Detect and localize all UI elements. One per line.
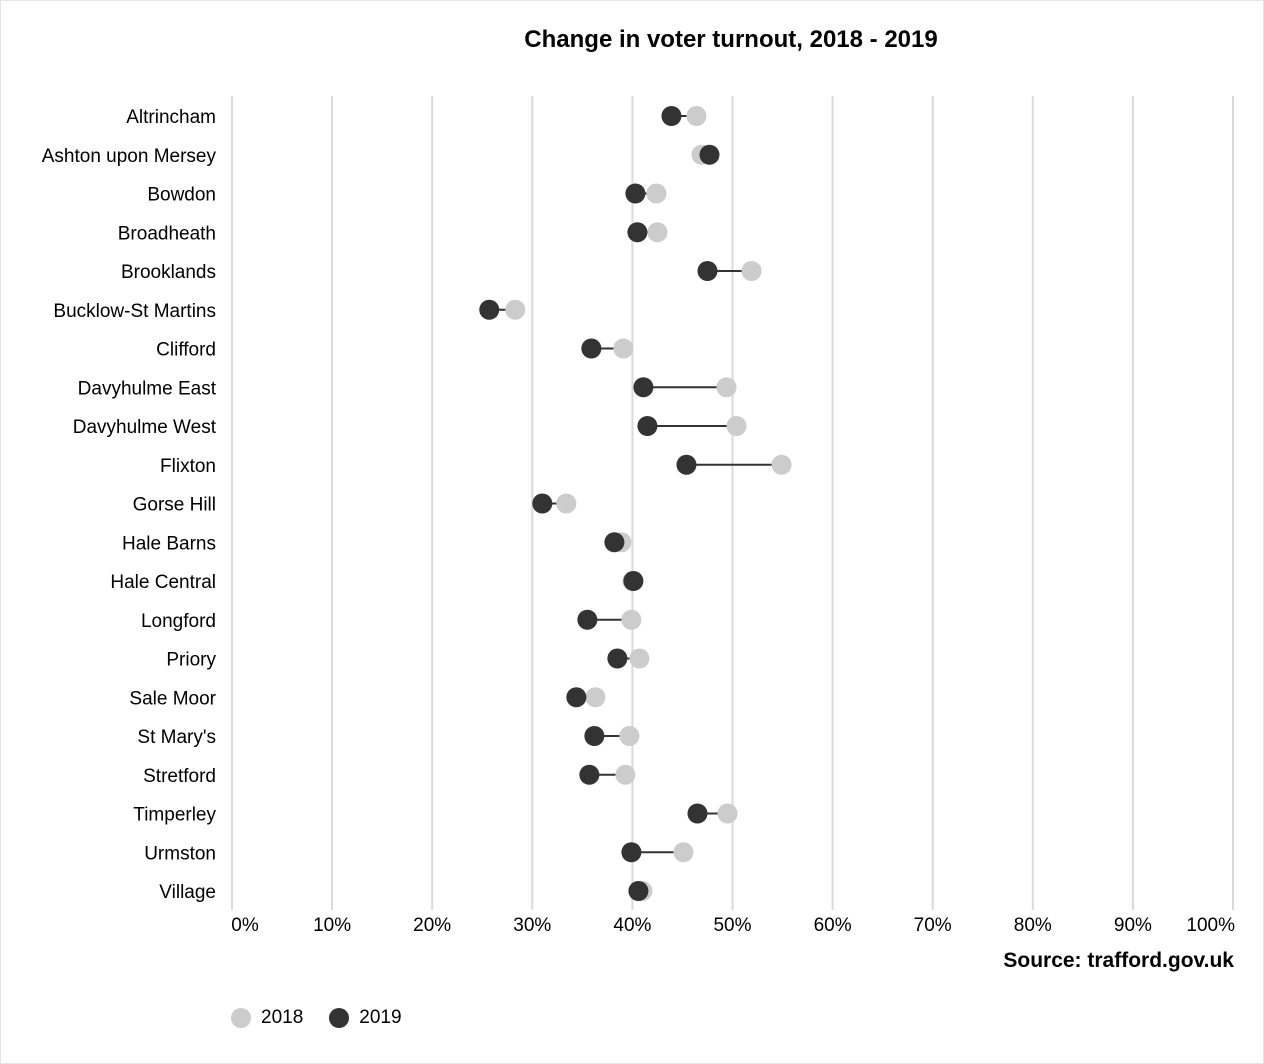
point-2018	[686, 106, 707, 126]
point-2019	[623, 571, 644, 591]
point-2018	[717, 803, 738, 824]
point-2019	[661, 106, 682, 126]
point-2018	[621, 609, 642, 630]
point-2019	[699, 144, 720, 165]
ward-label: Hale Central	[110, 572, 216, 593]
point-2018	[726, 416, 747, 436]
ward-label: Altrincham	[126, 107, 216, 128]
x-tick-label: 40%	[613, 915, 651, 936]
point-2019	[625, 183, 646, 204]
x-tick-label: 90%	[1114, 915, 1152, 936]
point-2019	[604, 532, 625, 553]
ward-label: Flixton	[160, 456, 216, 477]
point-2018	[646, 183, 667, 204]
ward-label: Gorse Hill	[133, 495, 216, 516]
point-2018	[647, 222, 668, 243]
x-tick-label: 30%	[513, 915, 551, 936]
ward-label: Village	[159, 882, 216, 903]
ward-label: Stretford	[143, 766, 216, 787]
x-tick-label: 0%	[231, 915, 259, 936]
point-2019	[532, 493, 553, 514]
ward-label: Urmston	[144, 843, 216, 864]
ward-label: Brooklands	[121, 262, 216, 283]
point-2019	[479, 299, 500, 320]
point-2018	[716, 377, 737, 398]
point-2019	[579, 764, 600, 785]
ward-label: Timperley	[133, 805, 216, 826]
point-2019	[607, 648, 628, 669]
point-2019	[581, 338, 602, 359]
point-2018	[673, 842, 694, 863]
point-2018	[771, 454, 792, 475]
point-2018	[585, 687, 606, 708]
point-2018	[741, 261, 762, 281]
point-2019	[566, 687, 587, 708]
point-2019	[697, 261, 718, 281]
ward-label: St Mary's	[137, 727, 216, 748]
point-2019	[577, 609, 598, 630]
x-tick-label: 80%	[1014, 915, 1052, 936]
legend: 2018 2019	[231, 1007, 428, 1029]
legend-item-2018: 2018	[231, 1007, 303, 1029]
x-tick-label: 70%	[914, 915, 952, 936]
chart-title: Change in voter turnout, 2018 - 2019	[524, 26, 938, 53]
point-2019	[628, 881, 649, 901]
point-2019	[633, 377, 654, 398]
point-2019	[621, 842, 642, 863]
ward-label: Sale Moor	[129, 688, 216, 709]
point-2018	[613, 338, 634, 359]
point-2018	[556, 493, 577, 514]
ward-label: Hale Barns	[122, 533, 216, 554]
ward-label: Davyhulme West	[73, 417, 217, 438]
legend-swatch-2018	[231, 1008, 251, 1028]
x-tick-label: 50%	[713, 915, 751, 936]
x-tick-label: 100%	[1186, 915, 1235, 936]
legend-item-2019: 2019	[329, 1007, 402, 1029]
x-tick-label: 60%	[814, 915, 852, 936]
legend-label-2018: 2018	[261, 1007, 304, 1028]
source-note: Source: trafford.gov.uk	[1003, 949, 1234, 972]
ward-label: Broadheath	[118, 223, 216, 244]
ward-label: Clifford	[156, 340, 216, 361]
point-2019	[637, 416, 658, 436]
ward-label: Bowdon	[147, 185, 216, 206]
ward-label: Bucklow-St Martins	[53, 301, 216, 322]
x-tick-label: 10%	[313, 915, 351, 936]
ward-label: Ashton upon Mersey	[42, 146, 217, 167]
point-2018	[629, 648, 650, 669]
point-2019	[687, 803, 708, 824]
x-tick-label: 20%	[413, 915, 451, 936]
ward-label: Priory	[166, 650, 216, 671]
point-2018	[619, 726, 640, 746]
point-2019	[676, 454, 697, 475]
legend-swatch-2019	[329, 1008, 350, 1028]
point-2018	[505, 299, 526, 320]
ward-label: Longford	[141, 611, 216, 632]
point-2018	[615, 764, 636, 785]
point-2019	[584, 726, 605, 746]
legend-label-2019: 2019	[359, 1007, 402, 1028]
ward-label: Davyhulme East	[78, 378, 217, 399]
point-2019	[627, 222, 648, 243]
